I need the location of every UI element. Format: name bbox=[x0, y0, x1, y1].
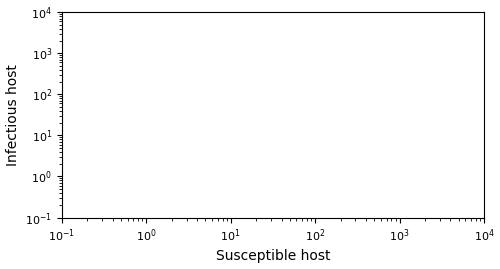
X-axis label: Susceptible host: Susceptible host bbox=[216, 249, 330, 263]
Y-axis label: Infectious host: Infectious host bbox=[6, 64, 20, 166]
